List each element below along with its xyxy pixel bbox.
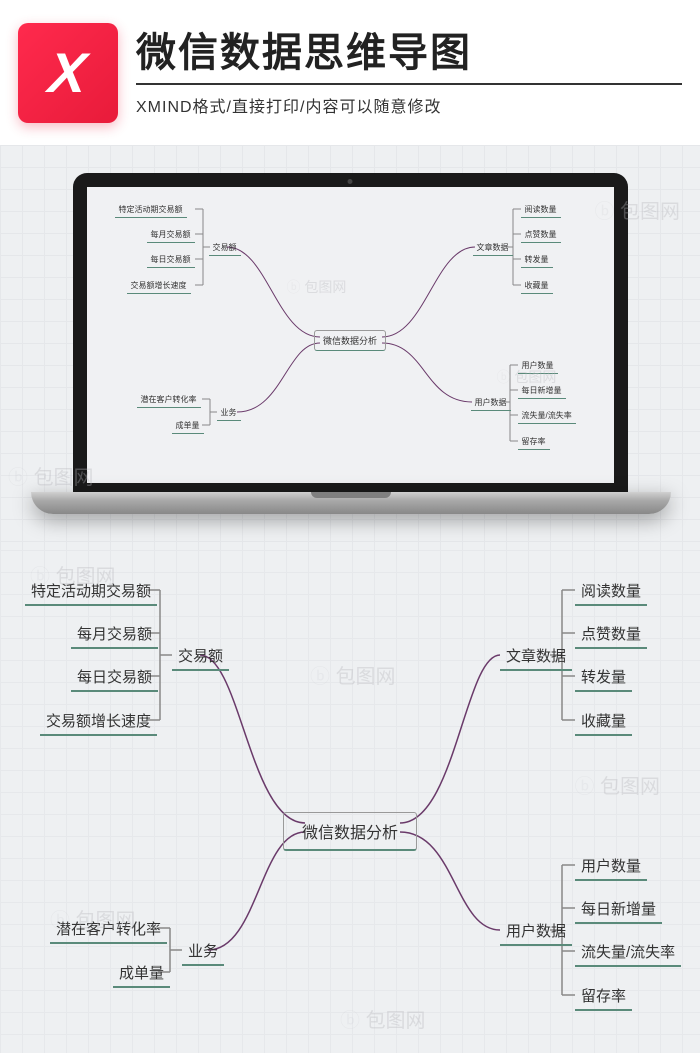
- header-subtitle: XMIND格式/直接打印/内容可以随意修改: [136, 93, 682, 117]
- leaf-node: 点赞数量: [575, 620, 647, 649]
- leaf-node: 用户数量: [518, 358, 558, 374]
- header-text-block: 微信数据思维导图 XMIND格式/直接打印/内容可以随意修改: [136, 29, 682, 117]
- mindmap-large: 微信数据分析 交易额 特定活动期交易额 每月交易额 每日交易额 交易额增长速度 …: [20, 580, 680, 1023]
- laptop-screen: 微信数据分析 交易额 特定活动期交易额 每月交易额 每日交易额 交易额增长速度 …: [87, 187, 614, 483]
- laptop-camera-icon: [348, 179, 353, 184]
- leaf-node: 交易额增长速度: [127, 278, 191, 294]
- leaf-node: 每日交易额: [71, 663, 158, 692]
- laptop-screen-frame: 微信数据分析 交易额 特定活动期交易额 每月交易额 每日交易额 交易额增长速度 …: [73, 173, 628, 493]
- branch-user: 用户数据: [500, 917, 572, 946]
- leaf-node: 流失量/流失率: [518, 408, 576, 424]
- leaf-node: 阅读数量: [575, 577, 647, 606]
- leaf-node: 成单量: [172, 418, 204, 434]
- leaf-node: 阅读数量: [521, 202, 561, 218]
- logo-x-icon: X: [46, 40, 89, 105]
- branch-article: 文章数据: [500, 642, 572, 671]
- leaf-node: 每日新增量: [518, 383, 566, 399]
- leaf-node: 收藏量: [575, 707, 632, 736]
- center-node: 微信数据分析: [283, 812, 417, 851]
- leaf-node: 转发量: [521, 252, 553, 268]
- leaf-node: 潜在客户转化率: [50, 915, 167, 944]
- leaf-node: 留存率: [518, 434, 550, 450]
- mindmap-small: 微信数据分析 交易额 特定活动期交易额 每月交易额 每日交易额 交易额增长速度 …: [87, 187, 614, 483]
- header-title: 微信数据思维导图: [136, 29, 682, 77]
- leaf-node: 交易额增长速度: [40, 707, 157, 736]
- leaf-node: 每月交易额: [71, 620, 158, 649]
- leaf-node: 特定活动期交易额: [115, 202, 187, 218]
- leaf-node: 潜在客户转化率: [137, 392, 201, 408]
- branch-transaction: 交易额: [209, 240, 241, 256]
- xmind-logo: X: [18, 23, 118, 123]
- leaf-node: 转发量: [575, 663, 632, 692]
- laptop-preview-section: 微信数据分析 交易额 特定活动期交易额 每月交易额 每日交易额 交易额增长速度 …: [0, 145, 700, 550]
- laptop-base: [31, 492, 671, 514]
- leaf-node: 特定活动期交易额: [25, 577, 157, 606]
- header-divider: [136, 83, 682, 85]
- leaf-node: 每月交易额: [147, 227, 195, 243]
- leaf-node: 用户数量: [575, 852, 647, 881]
- header: X 微信数据思维导图 XMIND格式/直接打印/内容可以随意修改: [0, 0, 700, 145]
- center-node: 微信数据分析: [314, 330, 386, 351]
- branch-business: 业务: [217, 405, 241, 421]
- branch-business: 业务: [182, 937, 224, 966]
- leaf-node: 留存率: [575, 982, 632, 1011]
- leaf-node: 每日新增量: [575, 895, 662, 924]
- leaf-node: 收藏量: [521, 278, 553, 294]
- leaf-node: 成单量: [113, 959, 170, 988]
- page-container: X 微信数据思维导图 XMIND格式/直接打印/内容可以随意修改: [0, 0, 700, 1053]
- laptop-mockup: 微信数据分析 交易额 特定活动期交易额 每月交易额 每日交易额 交易额增长速度 …: [73, 173, 628, 523]
- leaf-node: 点赞数量: [521, 227, 561, 243]
- mindmap-full-section: 微信数据分析 交易额 特定活动期交易额 每月交易额 每日交易额 交易额增长速度 …: [0, 550, 700, 1053]
- branch-article: 文章数据: [473, 240, 513, 256]
- branch-transaction: 交易额: [172, 642, 229, 671]
- leaf-node: 每日交易额: [147, 252, 195, 268]
- leaf-node: 流失量/流失率: [575, 938, 681, 967]
- branch-user: 用户数据: [471, 395, 511, 411]
